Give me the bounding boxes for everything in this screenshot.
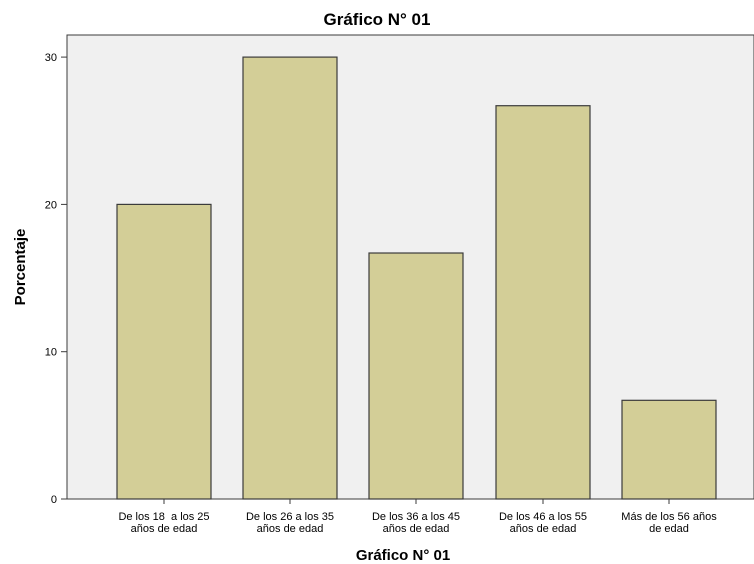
x-category-label-1: De los 18 a los 25 años de edad [118,511,209,535]
y-tick-label: 20 [45,199,57,211]
bar-4 [495,105,591,500]
x-category-label-4: De los 46 a los 55 años de edad [499,511,587,535]
x-axis-label: Gráfico N° 01 [356,547,450,564]
y-tick-label: 30 [45,52,57,64]
x-category-label-3: De los 36 a los 45 años de edad [372,511,460,535]
y-tick-label: 10 [45,347,57,359]
x-category-label-2: De los 26 a los 35 años de edad [246,511,334,535]
x-category-labels: De los 18 a los 25 años de edad De los 26 … [118,499,717,535]
bar-5 [621,399,717,500]
bar-2 [242,56,338,500]
chart-title: Gráfico N° 01 [324,10,431,29]
x-category-label-5: Más de los 56 años de edad [621,511,717,535]
bar-1 [116,203,212,500]
y-tick-label: 0 [51,494,57,506]
y-axis-label: Porcentaje [12,229,29,306]
bar-3 [368,252,464,500]
y-ticks-group: 0 10 20 30 [45,52,67,506]
